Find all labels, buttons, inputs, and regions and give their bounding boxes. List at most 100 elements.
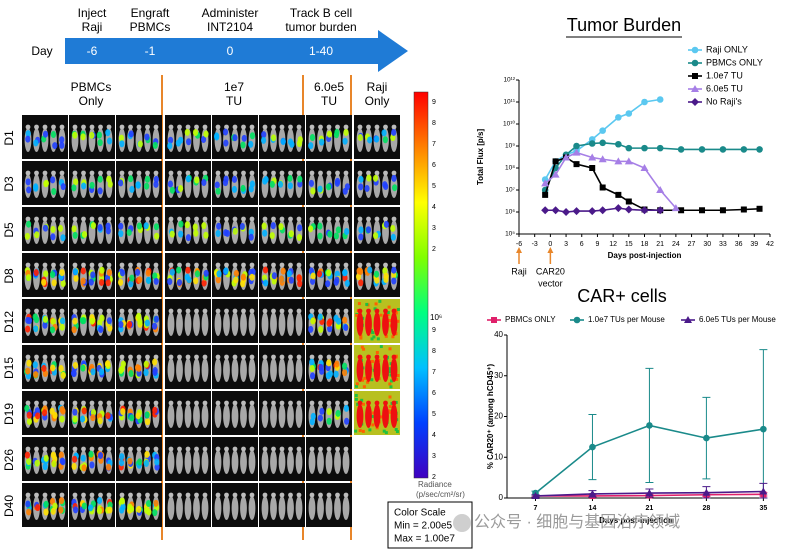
annotation: Raji [511, 266, 527, 276]
marker [641, 144, 648, 152]
mouse [287, 404, 294, 428]
row-label: D3 [2, 176, 16, 192]
mouse-head [309, 354, 315, 360]
mouse-head [136, 400, 142, 406]
signal [33, 371, 39, 379]
mouse-head [357, 400, 363, 406]
image-cell [116, 299, 162, 343]
mouse-head [177, 216, 182, 222]
colorbar-tick: 4 [432, 204, 436, 211]
marker [588, 207, 597, 216]
mouse-head [374, 124, 380, 130]
signal [120, 408, 126, 416]
x-tick-label: -6 [516, 241, 522, 248]
mouse-head [25, 446, 31, 452]
signal [50, 176, 56, 184]
signal [194, 270, 200, 278]
signal [344, 279, 350, 287]
signal [81, 464, 87, 472]
mouse-head [153, 400, 159, 406]
mouse-head [241, 262, 246, 268]
image-cell [116, 115, 162, 159]
signal [106, 269, 113, 277]
signal [374, 135, 380, 143]
mouse-head [262, 124, 268, 130]
signal [153, 223, 160, 231]
mouse-head [59, 124, 65, 130]
mouse-head [288, 400, 293, 406]
image-cell [354, 207, 400, 251]
mouse-head [168, 446, 174, 452]
mouse-head [224, 216, 229, 222]
mouse-head [241, 170, 246, 176]
mouse-head [42, 492, 48, 498]
x-tick-label: 30 [703, 241, 711, 248]
mouse [248, 128, 256, 152]
signal [33, 268, 39, 276]
marker [614, 157, 623, 165]
signal [24, 451, 31, 459]
image-cell [22, 115, 68, 159]
signal [136, 369, 142, 377]
mouse-head [106, 446, 112, 452]
mouse [365, 312, 372, 336]
signal [81, 182, 87, 190]
mouse-head [59, 400, 65, 406]
image-cell [22, 391, 68, 435]
signal [25, 325, 31, 333]
signal [50, 225, 56, 233]
colorbar-tick: 8 [432, 348, 436, 355]
mouse-head [153, 124, 159, 130]
x-tick-label: 35 [759, 505, 767, 512]
signal [72, 408, 78, 416]
mouse-head [168, 400, 174, 406]
noise [371, 331, 375, 335]
mouse-head [59, 170, 65, 176]
signal [308, 179, 315, 187]
mouse-head [25, 492, 31, 498]
mouse [240, 312, 247, 336]
mouse-head [366, 354, 371, 360]
mouse-head [296, 492, 302, 498]
mouse [167, 358, 175, 382]
mouse-head [72, 124, 78, 130]
mouse-head [343, 124, 349, 130]
mouse-head [128, 262, 133, 268]
signal [203, 269, 209, 277]
mouse-head [34, 124, 39, 130]
signal [201, 222, 207, 230]
noise [373, 307, 377, 311]
signal [317, 222, 323, 230]
mouse-head [374, 170, 380, 176]
signal [365, 226, 372, 234]
signal [262, 266, 269, 274]
mouse-head [119, 262, 125, 268]
signal [355, 273, 362, 281]
signal [175, 139, 181, 147]
signal [129, 185, 135, 193]
signal [390, 233, 396, 241]
signal [248, 140, 254, 148]
signal [143, 222, 149, 230]
signal [58, 365, 64, 373]
timeline-axis-label: Day [31, 44, 52, 58]
mouse [356, 404, 364, 428]
signal [167, 277, 173, 285]
signal [73, 178, 79, 186]
signal [43, 180, 49, 188]
mouse [270, 450, 277, 474]
mouse [365, 404, 372, 428]
x-tick-label: 36 [735, 241, 743, 248]
signal [128, 175, 134, 183]
mouse-head [391, 170, 397, 176]
signal [343, 404, 350, 412]
mouse-head [136, 446, 142, 452]
mouse-head [72, 446, 78, 452]
mouse [201, 312, 209, 336]
marker [572, 148, 581, 156]
signal [33, 183, 39, 191]
mouse-head [296, 308, 302, 314]
image-cell [354, 253, 400, 297]
mouse-head [326, 170, 332, 176]
signal [169, 268, 175, 276]
